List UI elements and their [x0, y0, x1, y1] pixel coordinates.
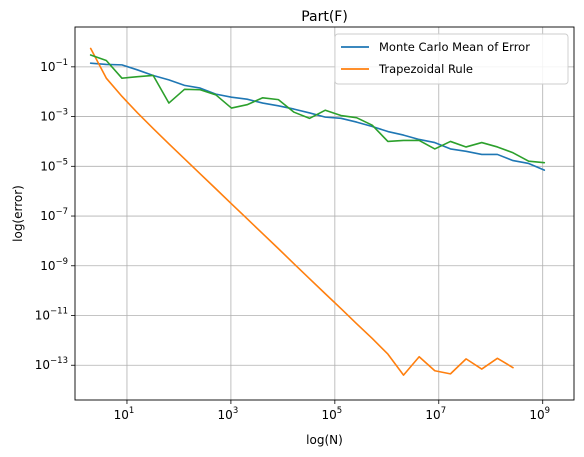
- x-tick-exponent: 7: [441, 406, 446, 416]
- legend: Monte Carlo Mean of Error Trapezoidal Rul…: [334, 33, 569, 85]
- y-tick-exponent: −7: [55, 207, 68, 217]
- y-tick-label: 10−7: [40, 207, 68, 223]
- y-tick-base: 10: [40, 60, 55, 74]
- y-tick-base: 10: [40, 209, 55, 223]
- y-tick-label: 10−9: [40, 257, 68, 273]
- series-line-2: [89, 47, 514, 376]
- y-tick-base: 10: [40, 159, 55, 173]
- chart-title: Part(F): [301, 9, 348, 25]
- x-axis-label: log(N): [306, 433, 343, 447]
- x-tick-exponent: 1: [129, 406, 134, 416]
- y-tick-label: 10−13: [35, 356, 68, 372]
- y-tick-exponent: −13: [50, 356, 68, 366]
- legend-box: [334, 33, 569, 85]
- x-tick-exponent: 3: [233, 406, 238, 416]
- legend-entry-label: Monte Carlo Mean of Error: [379, 40, 530, 54]
- series-line-3: [89, 54, 546, 164]
- series-lines: [89, 47, 546, 376]
- plot-frame: [74, 26, 575, 401]
- y-tick-base: 10: [40, 110, 55, 124]
- y-tick-base: 10: [40, 259, 55, 273]
- y-tick-label: 10−3: [40, 108, 68, 124]
- y-axis-label: log(error): [11, 185, 25, 242]
- y-tick-exponent: −1: [55, 58, 68, 68]
- y-tick-exponent: −5: [55, 157, 68, 167]
- y-tick-exponent: −3: [55, 108, 68, 118]
- y-tick-base: 10: [35, 358, 50, 372]
- x-tick-exponent: 5: [337, 406, 342, 416]
- legend-entry-label: Trapezoidal Rule: [378, 62, 473, 76]
- y-tick-label: 10−5: [40, 157, 68, 173]
- y-tick-label: 10−11: [35, 307, 68, 323]
- y-tick-exponent: −11: [50, 307, 68, 317]
- y-tick-label: 10−1: [40, 58, 68, 74]
- x-tick-exponent: 9: [545, 406, 550, 416]
- y-tick-base: 10: [35, 309, 50, 323]
- y-tick-exponent: −9: [55, 257, 68, 267]
